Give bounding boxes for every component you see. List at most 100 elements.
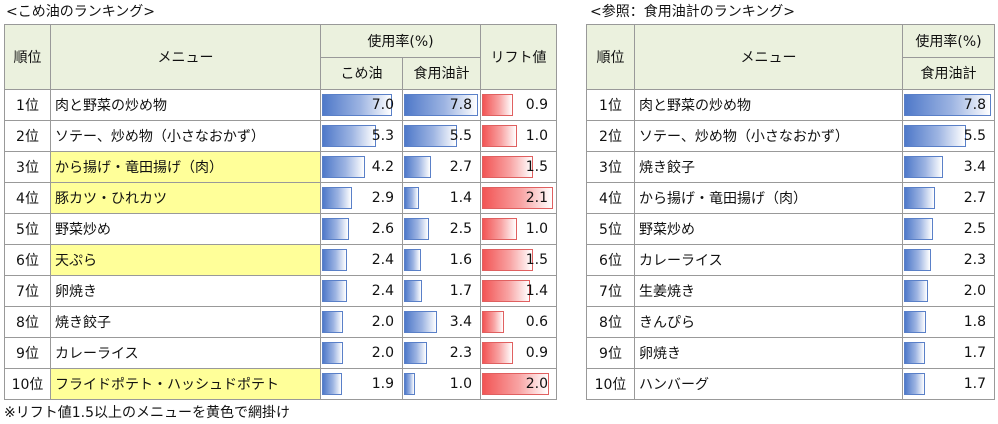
total-usage-bar — [404, 218, 430, 240]
kome-oil-ranking-table: 順位 メニュー 使用率(%) リフト値 こめ油 食用油計 1位 肉と野菜の炒め物 7… — [4, 24, 558, 400]
kome-usage-value: 5.3 — [371, 128, 394, 144]
total-usage-value: 1.8 — [963, 314, 986, 330]
total-usage-cell: 2.3 — [902, 244, 995, 276]
rank-cell: 6位 — [4, 244, 51, 276]
rank-cell: 8位 — [586, 306, 635, 338]
menu-cell: ハンバーグ — [634, 368, 903, 400]
total-usage-value: 2.3 — [963, 252, 986, 268]
total-usage-value: 3.4 — [963, 159, 986, 175]
table-row: 3位 から揚げ・竜田揚げ（肉） 4.2 2.7 1.5 — [4, 151, 558, 183]
total-usage-cell: 3.4 — [902, 151, 995, 183]
table-row: 4位 から揚げ・竜田揚げ（肉） 2.7 — [586, 182, 995, 214]
kome-usage-bar — [322, 125, 376, 147]
total-usage-cell: 1.4 — [401, 182, 482, 214]
header-menu: メニュー — [50, 24, 321, 90]
table-row: 5位 野菜炒め 2.6 2.5 1.0 — [4, 213, 558, 245]
kome-usage-value: 2.0 — [371, 345, 394, 361]
total-usage-value: 2.7 — [963, 190, 986, 206]
lift-cell: 2.0 — [480, 368, 558, 400]
rank-cell: 2位 — [586, 120, 635, 152]
menu-cell: 野菜炒め — [634, 213, 903, 245]
table-row: 10位 フライドポテト・ハッシュドポテト 1.9 1.0 2.0 — [4, 368, 558, 400]
rank-cell: 4位 — [586, 182, 635, 214]
table-row: 9位 カレーライス 2.0 2.3 0.9 — [4, 337, 558, 369]
lift-bar — [482, 125, 517, 147]
kome-usage-value: 2.4 — [371, 283, 394, 299]
header-total: 食用油計 — [902, 56, 995, 90]
kome-usage-bar — [322, 342, 344, 364]
total-usage-value: 3.4 — [449, 314, 473, 330]
table-row: 6位 カレーライス 2.3 — [586, 244, 995, 276]
header-usage: 使用率(%) — [902, 24, 995, 58]
total-usage-bar — [404, 156, 431, 178]
table-row: 8位 きんぴら 1.8 — [586, 306, 995, 338]
kome-usage-bar — [322, 218, 350, 240]
table-row: 1位 肉と野菜の炒め物 7.8 — [586, 89, 995, 121]
kome-usage-value: 2.9 — [371, 190, 394, 206]
kome-usage-value: 2.0 — [371, 314, 394, 330]
total-usage-bar — [904, 156, 944, 178]
lift-value: 1.4 — [525, 283, 549, 299]
total-oil-ranking-table: 順位 メニュー 使用率(%) 食用油計 1位 肉と野菜の炒め物 7.8 2位 ソテー、炒… — [586, 24, 995, 400]
lift-value: 0.6 — [525, 314, 549, 330]
total-usage-cell: 7.8 — [902, 89, 995, 121]
lift-cell: 1.0 — [480, 120, 558, 152]
kome-usage-cell: 1.9 — [320, 368, 403, 400]
kome-usage-cell: 2.0 — [320, 306, 403, 338]
lift-cell: 1.5 — [480, 244, 558, 276]
table-row: 3位 焼き餃子 3.4 — [586, 151, 995, 183]
table-row: 9位 卵焼き 1.7 — [586, 337, 995, 369]
lift-cell: 2.1 — [480, 182, 558, 214]
total-usage-value: 7.8 — [449, 97, 473, 113]
kome-usage-cell: 2.9 — [320, 182, 403, 214]
total-usage-value: 1.6 — [449, 252, 473, 268]
kome-usage-bar — [322, 373, 343, 395]
lift-cell: 0.9 — [480, 89, 558, 121]
header-lift: リフト値 — [480, 24, 558, 90]
table-row: 10位 ハンバーグ 1.7 — [586, 368, 995, 400]
lift-value: 0.9 — [525, 345, 549, 361]
total-usage-value: 5.5 — [963, 128, 986, 144]
total-usage-value: 7.8 — [963, 97, 986, 113]
lift-cell: 1.5 — [480, 151, 558, 183]
lift-value: 1.0 — [525, 221, 549, 237]
table-row: 2位 ソテー、炒め物（小さなおかず） 5.3 5.5 1.0 — [4, 120, 558, 152]
lift-bar — [482, 187, 553, 209]
menu-cell: 卵焼き — [50, 275, 321, 307]
total-usage-cell: 3.4 — [401, 306, 482, 338]
total-usage-bar — [904, 373, 925, 395]
total-usage-value: 2.3 — [449, 345, 473, 361]
rank-cell: 10位 — [586, 368, 635, 400]
kome-usage-cell: 2.6 — [320, 213, 403, 245]
total-usage-value: 5.5 — [449, 128, 473, 144]
total-usage-cell: 1.7 — [902, 368, 995, 400]
total-usage-bar — [904, 125, 967, 147]
kome-usage-value: 4.2 — [371, 159, 394, 175]
total-usage-cell: 1.8 — [902, 306, 995, 338]
kome-usage-cell: 2.4 — [320, 244, 403, 276]
total-usage-cell: 5.5 — [902, 120, 995, 152]
table-row: 4位 豚カツ・ひれカツ 2.9 1.4 2.1 — [4, 182, 558, 214]
lift-cell: 1.4 — [480, 275, 558, 307]
total-usage-bar — [404, 94, 479, 116]
total-usage-bar — [404, 249, 421, 271]
kome-usage-bar — [322, 156, 365, 178]
rank-cell: 7位 — [4, 275, 51, 307]
rank-cell: 5位 — [586, 213, 635, 245]
menu-cell: 肉と野菜の炒め物 — [634, 89, 903, 121]
lift-value: 2.1 — [525, 190, 549, 206]
table-row: 6位 天ぷら 2.4 1.6 1.5 — [4, 244, 558, 276]
menu-cell: 豚カツ・ひれカツ — [50, 182, 321, 214]
total-usage-cell: 2.0 — [902, 275, 995, 307]
menu-cell: 野菜炒め — [50, 213, 321, 245]
total-usage-bar — [404, 125, 457, 147]
rank-cell: 10位 — [4, 368, 51, 400]
menu-cell: 焼き餃子 — [634, 151, 903, 183]
lift-value: 2.0 — [525, 376, 549, 392]
header-menu: メニュー — [634, 24, 903, 90]
menu-cell: きんぴら — [634, 306, 903, 338]
rank-cell: 3位 — [4, 151, 51, 183]
table-row: 1位 肉と野菜の炒め物 7.0 7.8 0.9 — [4, 89, 558, 121]
lift-bar — [482, 94, 514, 116]
lift-value: 0.9 — [525, 97, 549, 113]
